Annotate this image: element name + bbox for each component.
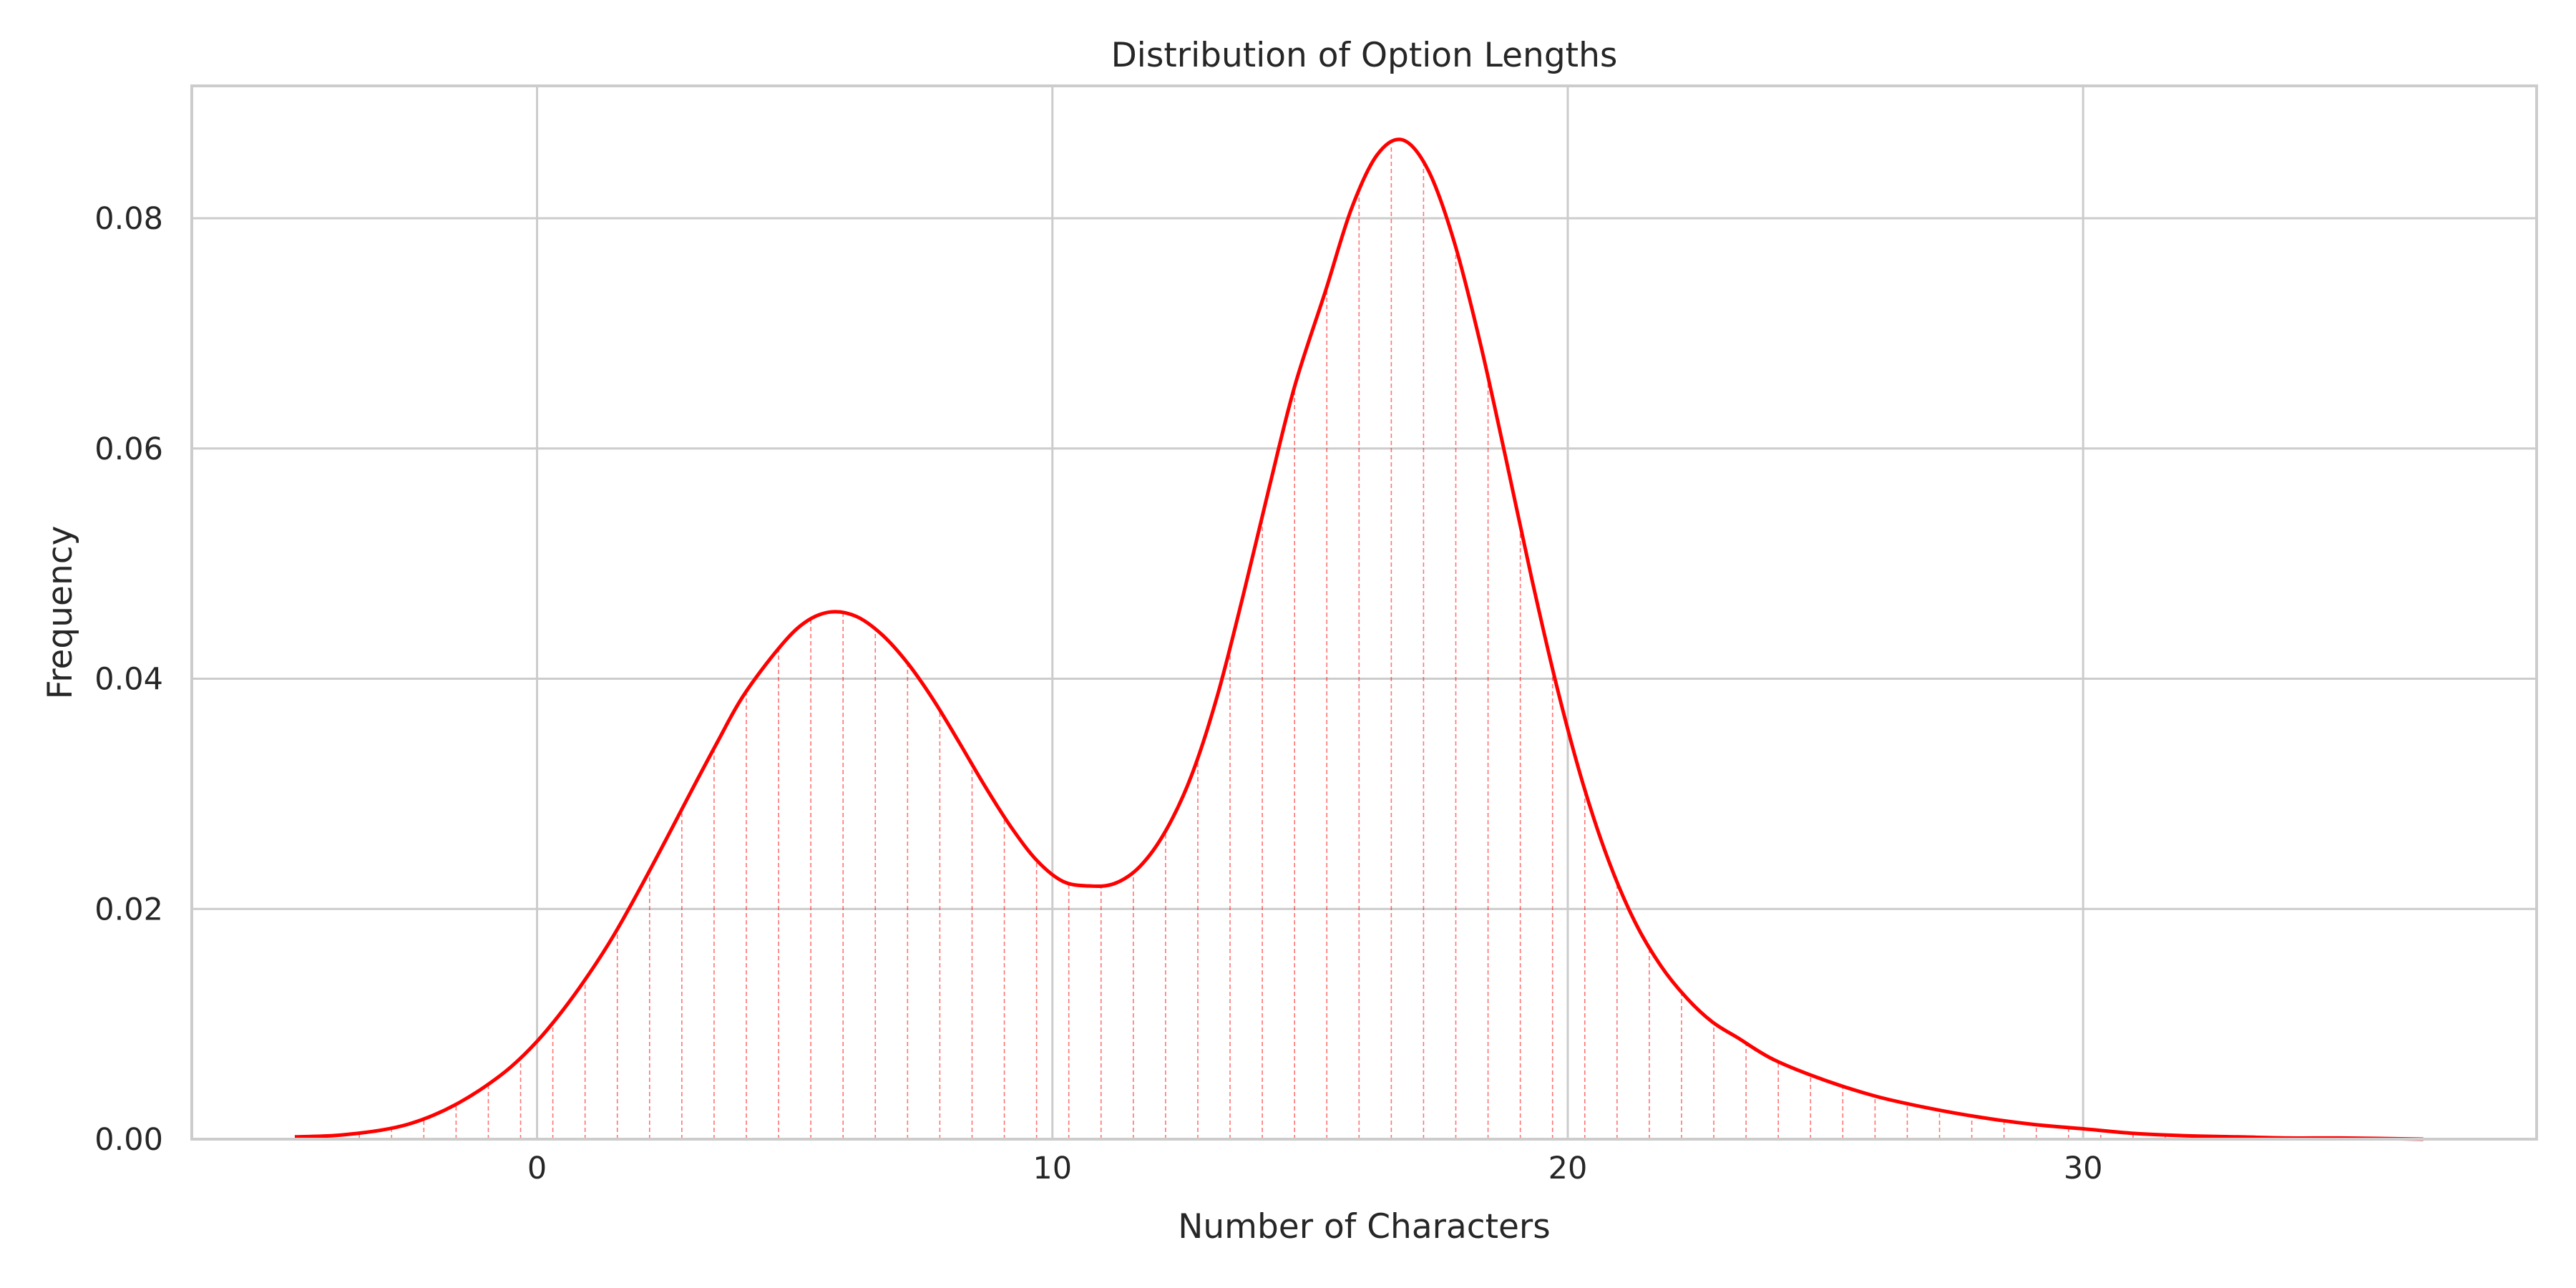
y-tick-label: 0.02	[94, 892, 163, 927]
x-tick-label: 20	[1548, 1151, 1588, 1186]
y-tick-label: 0.08	[94, 201, 163, 237]
plot-frame	[190, 84, 2538, 1141]
density-line	[294, 137, 2424, 1141]
y-tick-label: 0.04	[94, 662, 163, 698]
x-axis-label: Number of Characters	[1178, 1207, 1551, 1246]
y-tick-label: 0.06	[94, 431, 163, 467]
y-tick-label: 0.00	[94, 1122, 163, 1158]
x-tick-label: 0	[527, 1151, 547, 1186]
chart-title: Distribution of Option Lengths	[1111, 36, 1618, 75]
x-axis-ticks: 0 10 20 30	[527, 1151, 2103, 1186]
area-fill-lines	[326, 146, 2392, 1139]
x-tick-label: 10	[1033, 1151, 1072, 1186]
y-axis-label: Frequency	[41, 526, 80, 700]
y-axis-ticks: 0.00 0.02 0.04 0.06 0.08	[94, 201, 163, 1158]
x-tick-label: 30	[2064, 1151, 2103, 1186]
